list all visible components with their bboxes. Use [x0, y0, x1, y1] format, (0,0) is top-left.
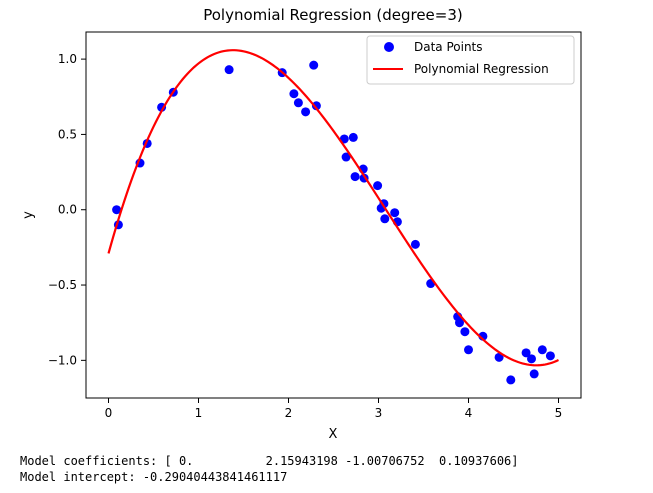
- data-point: [506, 375, 516, 385]
- plot-frame: [85, 31, 582, 399]
- y-axis-label: y: [21, 211, 36, 219]
- model-coefficients-output: Model coefficients: [ 0. 2.15943198 -1.0…: [20, 454, 519, 468]
- data-point: [529, 369, 539, 379]
- data-point: [293, 98, 303, 108]
- x-tick-label: 3: [375, 406, 383, 420]
- x-tick-label: 1: [195, 406, 203, 420]
- data-point: [373, 181, 383, 191]
- data-point: [301, 107, 311, 117]
- data-point: [464, 345, 473, 355]
- y-tick-label: −0.5: [48, 278, 77, 292]
- data-point: [380, 214, 390, 224]
- data-point: [348, 132, 358, 142]
- x-axis-ticks: 0 1 2 3 4 5: [105, 398, 563, 420]
- data-point: [311, 101, 321, 111]
- x-tick-label: 2: [285, 406, 293, 420]
- data-point: [341, 152, 351, 162]
- data-point: [309, 60, 319, 70]
- x-axis-label: X: [329, 427, 338, 442]
- data-point: [112, 205, 122, 215]
- data-point: [455, 318, 464, 328]
- legend-box: [366, 35, 575, 85]
- chart-title: Polynomial Regression (degree=3): [203, 6, 463, 24]
- y-tick-label: 1.0: [58, 52, 77, 66]
- data-point: [537, 345, 547, 355]
- data-point: [521, 348, 531, 358]
- y-tick-label: −1.0: [48, 353, 77, 367]
- model-intercept-output: Model intercept: -0.29040443841461117: [20, 470, 288, 484]
- data-point: [460, 327, 470, 337]
- y-axis-ticks: −1.0 −0.5 0.0 0.5 1.0: [48, 52, 86, 367]
- y-tick-label: 0.0: [58, 203, 77, 217]
- y-tick-label: 0.5: [58, 127, 77, 141]
- data-point: [390, 208, 400, 218]
- legend: Data Points Polynomial Regression: [366, 35, 575, 85]
- plot-marks: [107, 49, 559, 385]
- x-tick-label: 5: [555, 406, 563, 420]
- regression-curve: [107, 49, 559, 367]
- legend-marker-data-points: [384, 42, 394, 52]
- x-tick-label: 0: [105, 406, 113, 420]
- data-point: [224, 65, 234, 75]
- legend-label-polynomial-regression: Polynomial Regression: [414, 62, 549, 76]
- data-point: [350, 172, 360, 182]
- data-point: [494, 352, 504, 362]
- data-point: [527, 354, 536, 364]
- x-tick-label: 4: [465, 406, 473, 420]
- data-point: [410, 239, 420, 249]
- data-point: [289, 89, 299, 99]
- legend-label-data-points: Data Points: [414, 40, 483, 54]
- data-point: [545, 351, 555, 361]
